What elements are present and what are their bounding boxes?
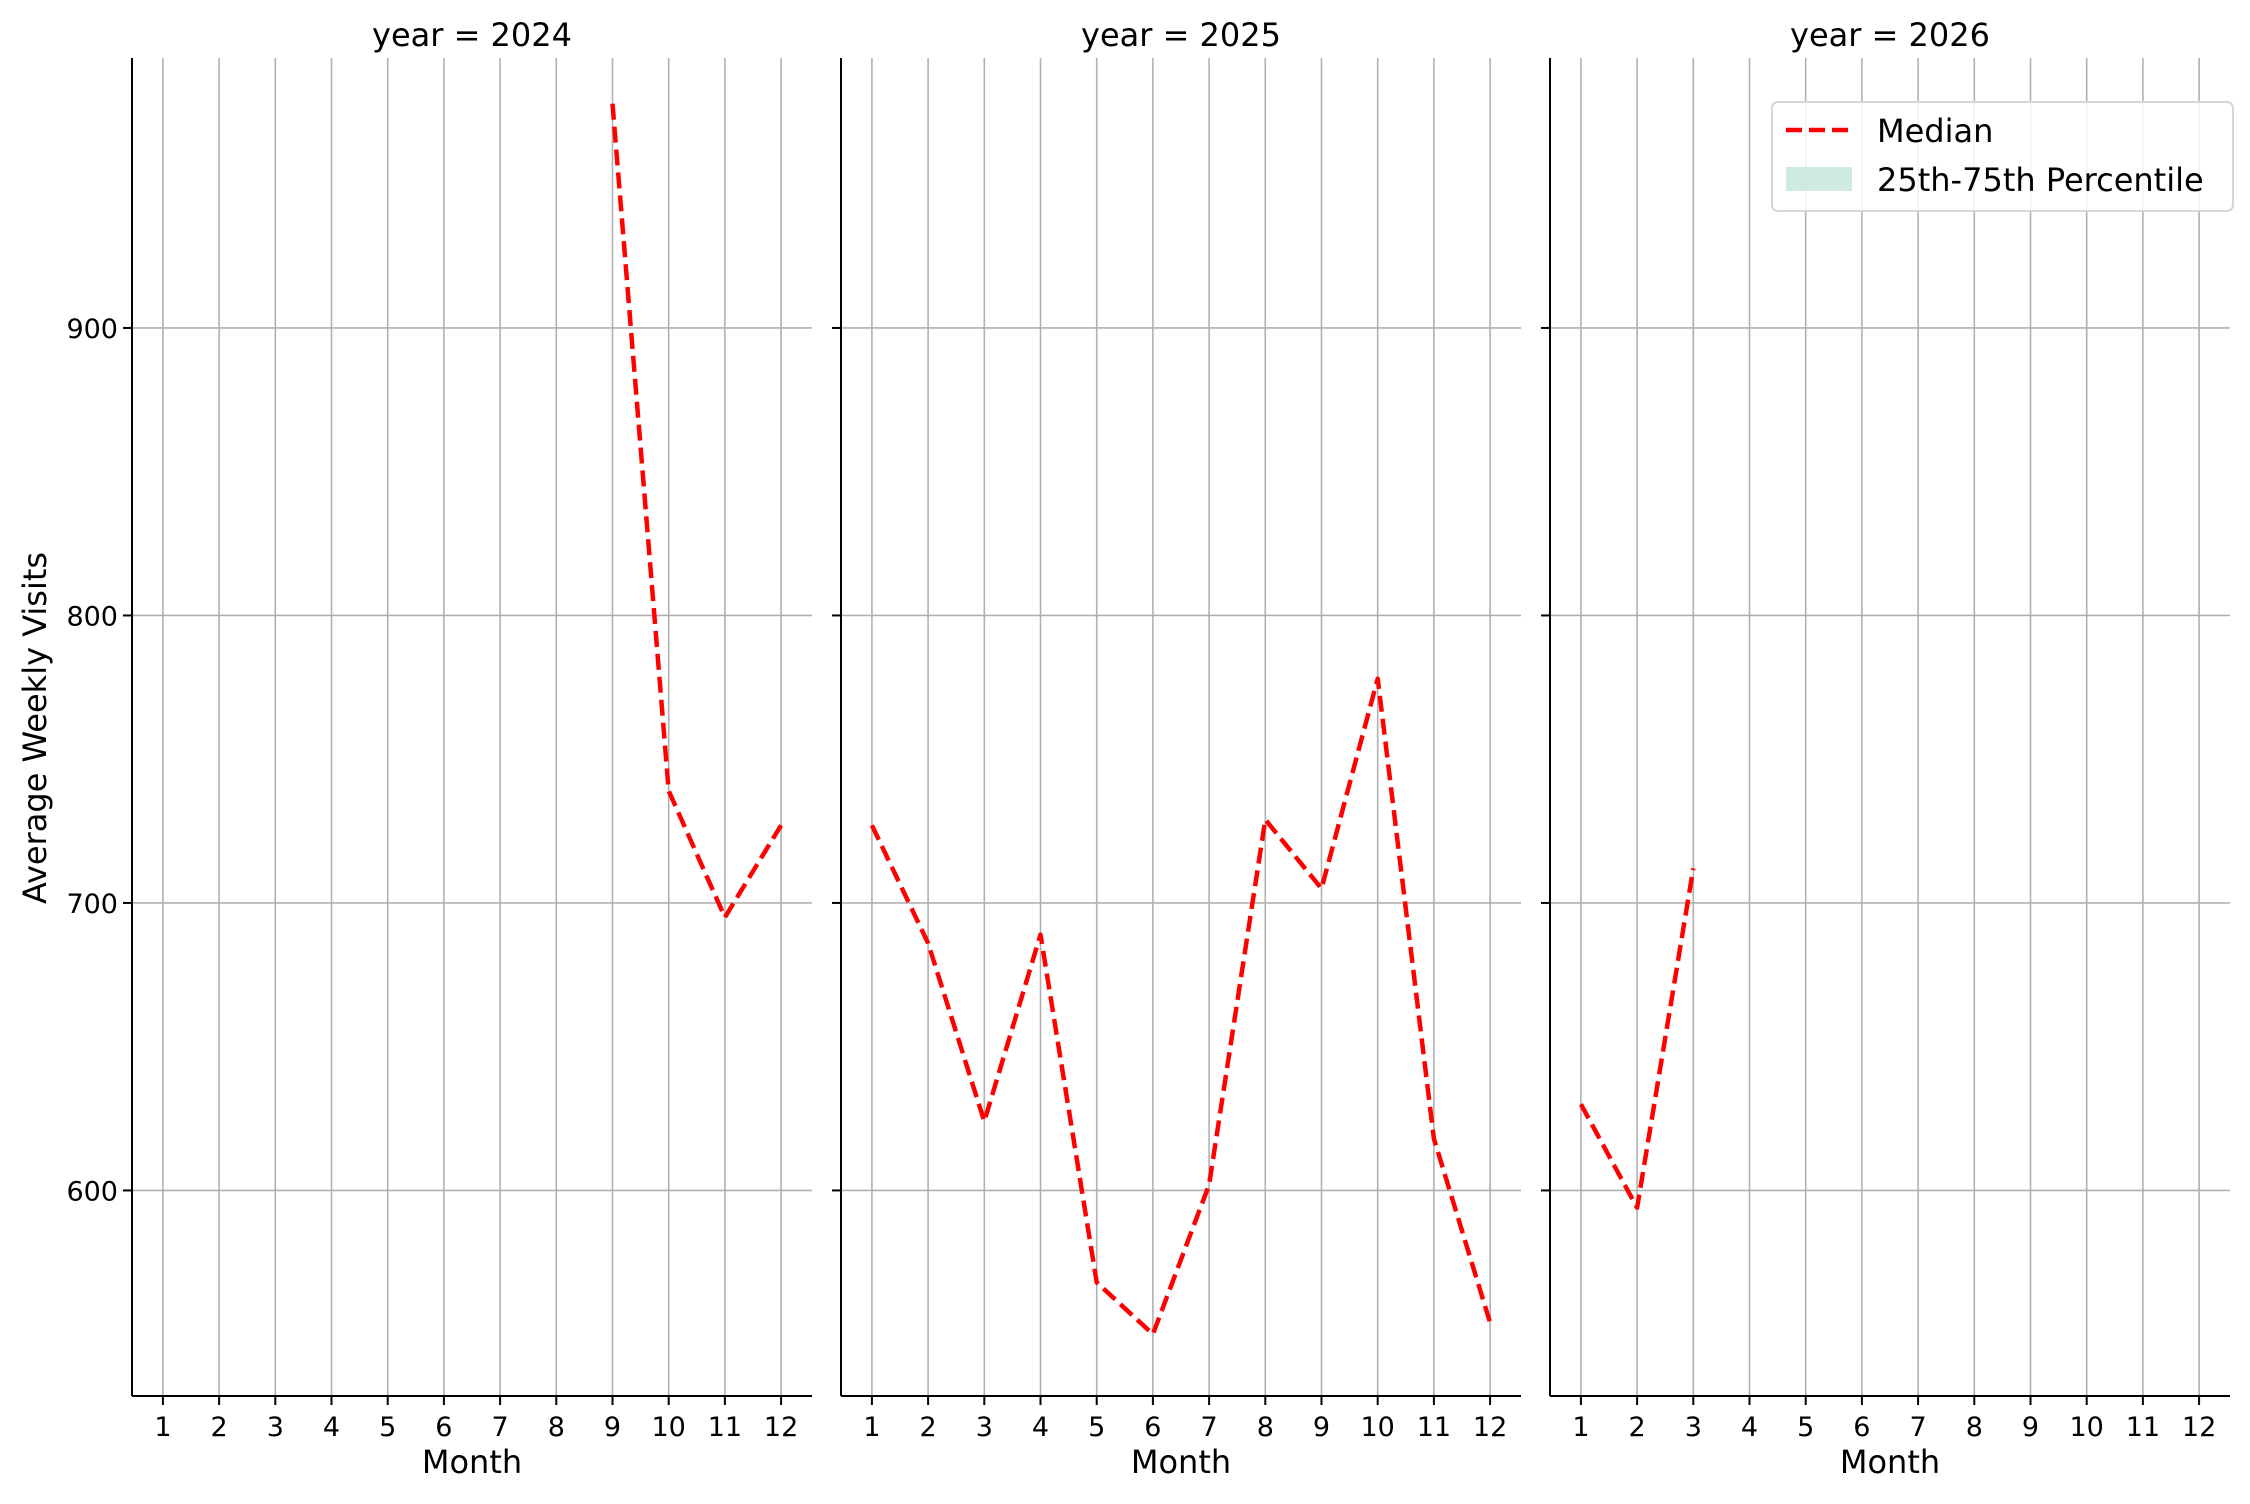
x-tick-label: 7	[1910, 1412, 1927, 1443]
x-tick-label: 10	[1361, 1412, 1395, 1443]
x-tick-label: 5	[379, 1412, 396, 1443]
x-tick-label: 11	[1417, 1412, 1451, 1443]
x-tick-label: 1	[1572, 1412, 1589, 1443]
x-tick-label: 6	[435, 1412, 452, 1443]
y-tick-label: 600	[66, 1176, 118, 1207]
x-tick-label: 8	[548, 1412, 565, 1443]
panel-title: year = 2026	[1790, 16, 1990, 54]
x-tick-label: 4	[1741, 1412, 1758, 1443]
x-tick-label: 4	[1032, 1412, 1049, 1443]
legend-frame	[1771, 101, 2234, 212]
x-tick-label: 12	[1473, 1412, 1507, 1443]
median-line	[1578, 868, 1696, 1210]
median-line	[610, 103, 784, 920]
x-tick-label: 12	[764, 1412, 798, 1443]
x-axis-label: Month	[422, 1443, 522, 1481]
x-tick-label: 8	[1966, 1412, 1983, 1443]
x-tick-label: 2	[211, 1412, 228, 1443]
x-tick-label: 9	[604, 1412, 621, 1443]
y-axis-label: Average Weekly Visits	[16, 552, 54, 904]
x-tick-label: 12	[2182, 1412, 2216, 1443]
legend-band-label: 25th-75th Percentile	[1877, 161, 2204, 199]
x-tick-label: 9	[2022, 1412, 2039, 1443]
x-tick-label: 11	[708, 1412, 742, 1443]
y-tick-label: 700	[66, 889, 118, 920]
x-tick-label: 4	[323, 1412, 340, 1443]
x-tick-label: 2	[920, 1412, 937, 1443]
legend-band-swatch	[1786, 167, 1852, 191]
x-tick-label: 1	[154, 1412, 171, 1443]
median-line	[869, 676, 1493, 1337]
x-tick-label: 7	[492, 1412, 509, 1443]
x-tick-label: 6	[1853, 1412, 1870, 1443]
x-tick-label: 5	[1088, 1412, 1105, 1443]
x-axis-label: Month	[1131, 1443, 1231, 1481]
x-axis-label: Month	[1840, 1443, 1940, 1481]
legend-median-label: Median	[1877, 112, 1993, 150]
x-tick-label: 10	[652, 1412, 686, 1443]
x-tick-label: 3	[267, 1412, 284, 1443]
x-tick-label: 3	[976, 1412, 993, 1443]
panel-title: year = 2024	[372, 16, 572, 54]
panel-title: year = 2025	[1081, 16, 1281, 54]
x-tick-label: 10	[2070, 1412, 2104, 1443]
x-tick-label: 11	[2126, 1412, 2160, 1443]
x-tick-label: 7	[1201, 1412, 1218, 1443]
x-tick-label: 8	[1257, 1412, 1274, 1443]
x-tick-label: 9	[1313, 1412, 1330, 1443]
x-tick-label: 2	[1629, 1412, 1646, 1443]
x-tick-label: 6	[1144, 1412, 1161, 1443]
y-tick-label: 800	[66, 601, 118, 632]
legend: Median 25th-75th Percentile	[1771, 101, 2234, 212]
x-tick-label: 3	[1685, 1412, 1702, 1443]
x-tick-label: 5	[1797, 1412, 1814, 1443]
x-tick-label: 1	[863, 1412, 880, 1443]
y-tick-label: 900	[66, 314, 118, 345]
